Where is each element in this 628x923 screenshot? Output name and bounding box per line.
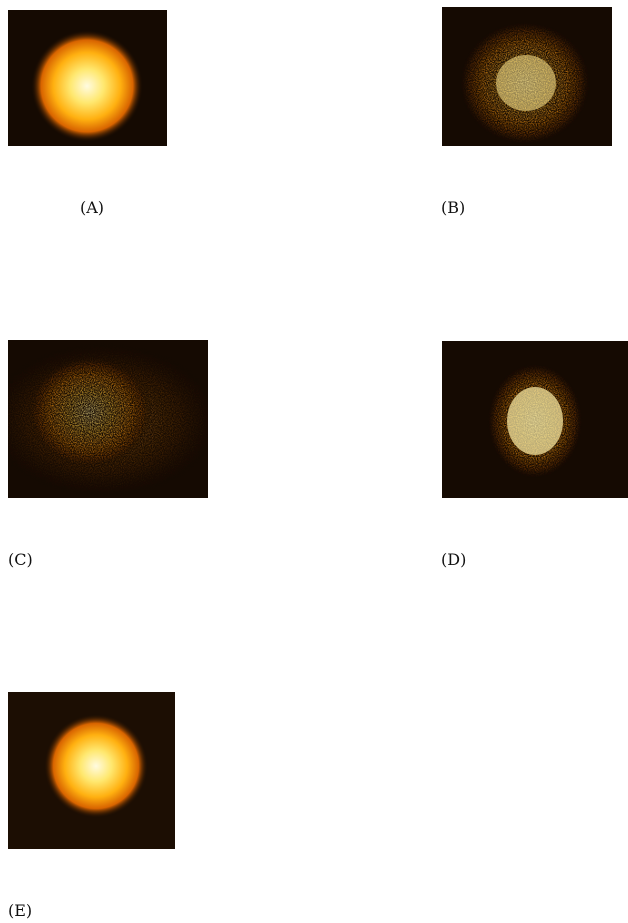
panel-label-d: (D) <box>441 550 467 569</box>
panel-label-c: (C) <box>8 550 33 569</box>
panel-label-b: (B) <box>441 198 466 217</box>
glow-spot-d <box>442 341 628 498</box>
glow-spot-c <box>8 340 208 498</box>
glow-image-d <box>442 341 628 498</box>
glow-spot-a <box>8 10 167 146</box>
glow-image-c <box>8 340 208 498</box>
panel-label-e: (E) <box>8 901 33 920</box>
glow-spot-b <box>442 7 612 146</box>
glow-image-a <box>8 10 167 146</box>
panel-label-a: (A) <box>80 198 105 217</box>
glow-image-b <box>442 7 612 146</box>
glow-image-e <box>8 692 175 849</box>
glow-spot-e <box>8 692 175 849</box>
